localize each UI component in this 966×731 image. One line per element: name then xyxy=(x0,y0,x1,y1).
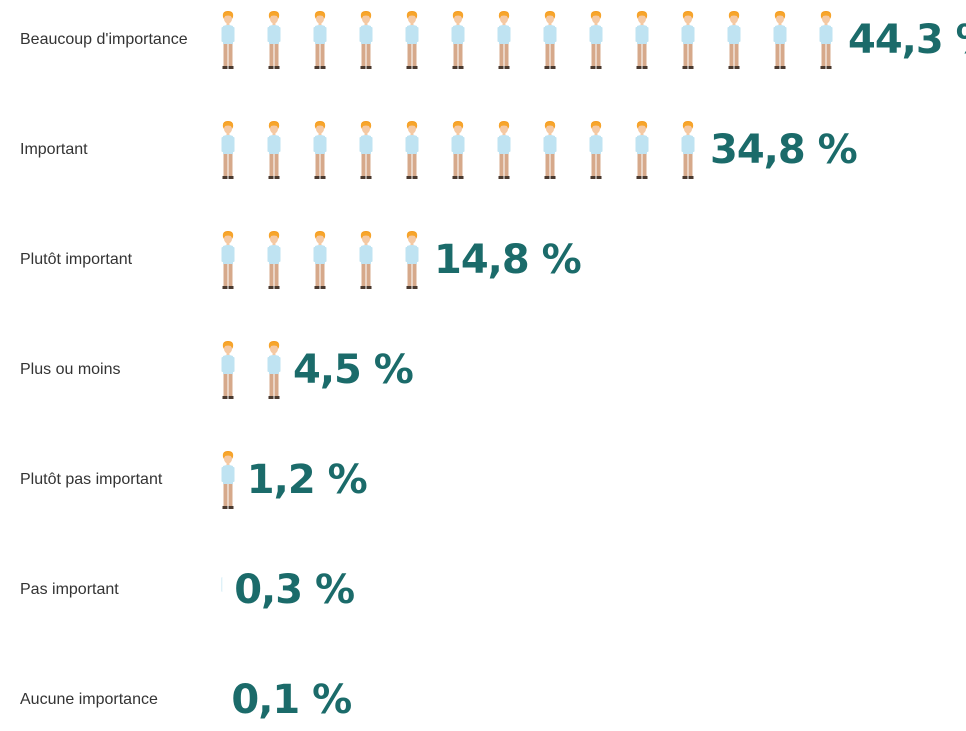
category-label: Plus ou moins xyxy=(20,361,121,378)
person-icon xyxy=(221,231,235,289)
person-icon xyxy=(359,231,373,289)
value-label: 0,1 % xyxy=(231,677,351,723)
value-label: 1,2 % xyxy=(247,457,367,503)
person-icon xyxy=(221,341,235,399)
person-icon xyxy=(681,121,695,179)
person-icon xyxy=(221,121,235,179)
value-label: 34,8 % xyxy=(710,127,857,173)
person-icon xyxy=(451,121,465,179)
person-icon xyxy=(221,451,235,509)
value-label: 4,5 % xyxy=(293,347,413,393)
person-icon xyxy=(267,341,281,399)
person-icon xyxy=(405,231,419,289)
value-label: 0,3 % xyxy=(234,567,354,613)
pictogram-row xyxy=(221,341,281,399)
person-icon xyxy=(451,11,465,69)
person-icon xyxy=(221,561,223,619)
person-icon xyxy=(221,11,235,69)
pictogram-row xyxy=(221,121,695,179)
pictogram-row xyxy=(221,561,223,619)
person-icon xyxy=(359,121,373,179)
person-icon xyxy=(589,121,603,179)
value-label: 14,8 % xyxy=(434,237,581,283)
value-label: 44,3 % xyxy=(848,17,966,63)
person-icon xyxy=(727,11,741,69)
person-icon xyxy=(773,11,787,69)
person-icon xyxy=(267,121,281,179)
category-label: Plutôt pas important xyxy=(20,471,163,488)
person-icon xyxy=(497,121,511,179)
person-icon xyxy=(313,121,327,179)
person-icon xyxy=(313,231,327,289)
person-icon xyxy=(635,121,649,179)
person-icon xyxy=(405,121,419,179)
category-label: Beaucoup d'importance xyxy=(20,31,188,48)
person-icon xyxy=(267,231,281,289)
person-icon xyxy=(635,11,649,69)
category-label: Important xyxy=(20,141,88,158)
person-icon xyxy=(543,121,557,179)
person-icon xyxy=(359,11,373,69)
person-icon xyxy=(543,11,557,69)
pictogram-row xyxy=(221,231,419,289)
person-icon xyxy=(313,11,327,69)
person-icon xyxy=(267,11,281,69)
person-icon xyxy=(589,11,603,69)
pictogram-row xyxy=(221,451,235,509)
category-label: Plutôt important xyxy=(20,251,133,268)
category-label: Aucune importance xyxy=(20,691,158,708)
person-icon xyxy=(681,11,695,69)
pictogram-row xyxy=(221,11,833,69)
person-icon xyxy=(497,11,511,69)
person-icon xyxy=(405,11,419,69)
category-label: Pas important xyxy=(20,581,119,598)
person-icon xyxy=(819,11,833,69)
